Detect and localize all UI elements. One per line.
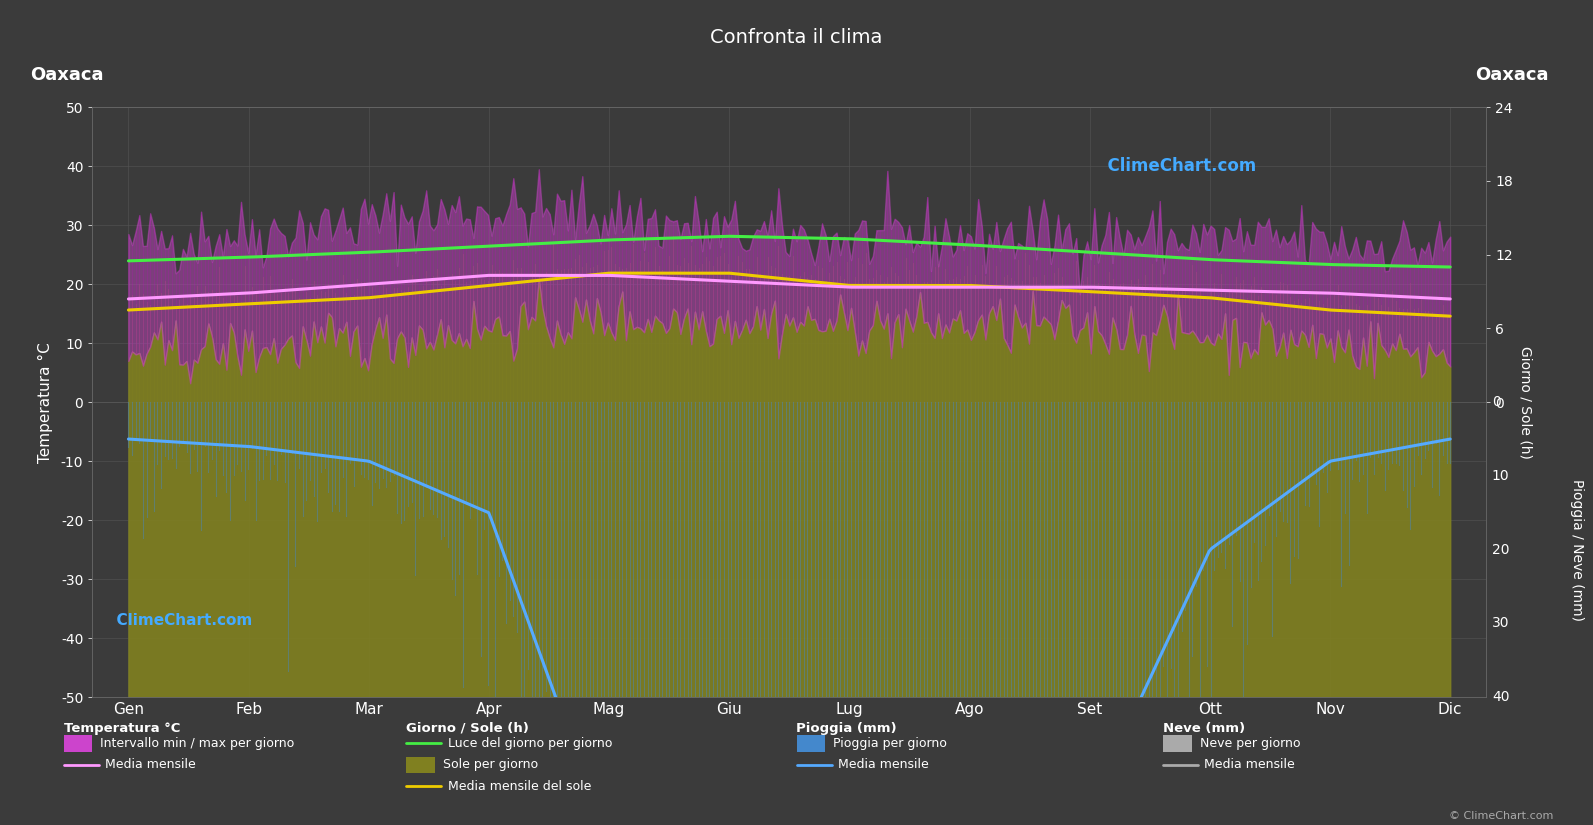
Text: 10: 10 xyxy=(1491,469,1510,483)
Text: Media mensile del sole: Media mensile del sole xyxy=(448,780,591,793)
Text: Giorno / Sole (h): Giorno / Sole (h) xyxy=(406,722,529,735)
Text: ClimeChart.com: ClimeChart.com xyxy=(107,613,253,628)
Text: Pioggia per giorno: Pioggia per giorno xyxy=(833,737,946,750)
Text: Media mensile: Media mensile xyxy=(105,758,196,771)
Y-axis label: Temperatura °C: Temperatura °C xyxy=(38,342,53,463)
Text: Oaxaca: Oaxaca xyxy=(1475,66,1548,83)
Text: Sole per giorno: Sole per giorno xyxy=(443,758,538,771)
Text: Media mensile: Media mensile xyxy=(838,758,929,771)
Text: Neve per giorno: Neve per giorno xyxy=(1200,737,1300,750)
Text: 20: 20 xyxy=(1491,543,1509,557)
Text: Pioggia / Neve (mm): Pioggia / Neve (mm) xyxy=(1569,478,1583,620)
Text: Neve (mm): Neve (mm) xyxy=(1163,722,1246,735)
Text: Intervallo min / max per giorno: Intervallo min / max per giorno xyxy=(100,737,295,750)
Text: Temperatura °C: Temperatura °C xyxy=(64,722,180,735)
Text: 30: 30 xyxy=(1491,616,1509,630)
Text: Media mensile: Media mensile xyxy=(1204,758,1295,771)
Text: © ClimeChart.com: © ClimeChart.com xyxy=(1448,811,1553,821)
Text: Oaxaca: Oaxaca xyxy=(30,66,104,83)
Text: 0: 0 xyxy=(1491,395,1501,409)
Y-axis label: Giorno / Sole (h): Giorno / Sole (h) xyxy=(1518,346,1532,459)
Text: Confronta il clima: Confronta il clima xyxy=(710,27,883,47)
Text: 40: 40 xyxy=(1491,691,1509,704)
Text: Pioggia (mm): Pioggia (mm) xyxy=(796,722,897,735)
Text: ClimeChart.com: ClimeChart.com xyxy=(1096,158,1257,175)
Text: Luce del giorno per giorno: Luce del giorno per giorno xyxy=(448,737,612,750)
